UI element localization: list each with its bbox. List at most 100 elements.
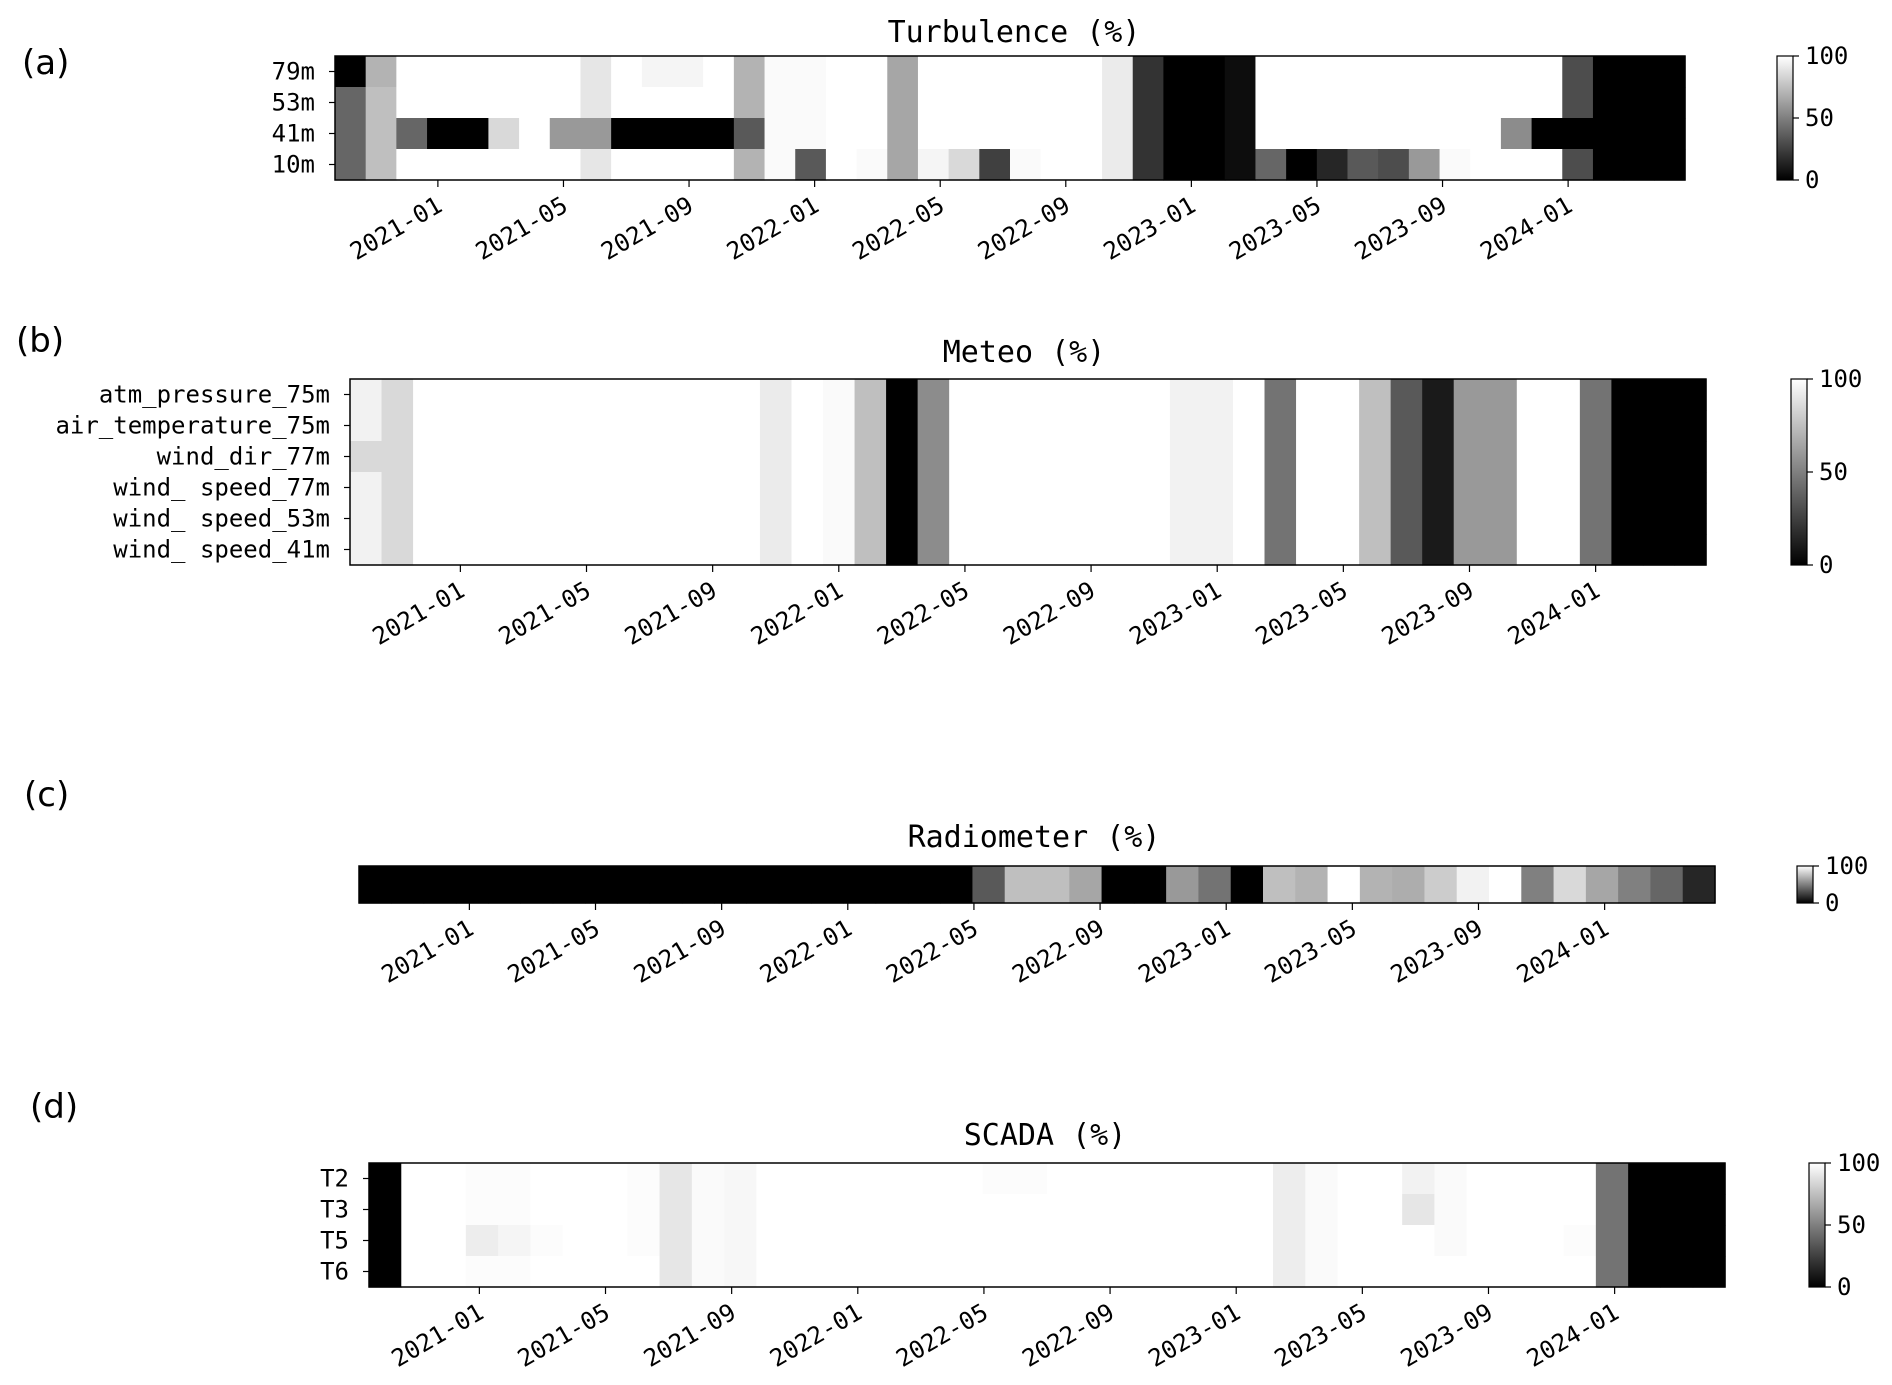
y-tick-label: wind_ speed_77m [113, 474, 330, 502]
heatmap-cell [1201, 441, 1234, 473]
heatmap-cell [746, 866, 780, 904]
heatmap-cell [401, 1194, 435, 1226]
heatmap-cell [940, 866, 974, 904]
x-tick-label: 2021-05 [494, 576, 596, 651]
x-tick-label: 2023-09 [1396, 1298, 1498, 1373]
heatmap-cell [1369, 1225, 1403, 1257]
heatmap-cell [396, 56, 428, 88]
panel-label-a: (a) [22, 43, 69, 83]
heatmap-cell [885, 1225, 919, 1257]
heatmap-cell [1470, 56, 1502, 88]
heatmap-cell [1378, 87, 1410, 119]
heatmap-cell [733, 87, 766, 119]
heatmap-cell [1255, 87, 1287, 119]
heatmap-cell [1642, 379, 1676, 411]
heatmap-cell [433, 1163, 467, 1195]
heatmap-cell [1263, 866, 1296, 904]
heatmap-cell [1628, 1225, 1662, 1257]
heatmap-cell [381, 534, 414, 566]
heatmap-cell [1043, 472, 1076, 504]
heatmap-cell [519, 87, 551, 119]
heatmap-cell [1106, 503, 1139, 535]
heatmap-cell [1500, 118, 1533, 150]
heatmap-cell [982, 1225, 1016, 1257]
heatmap-cell [1047, 1256, 1080, 1288]
heatmap-cell [552, 866, 586, 904]
heatmap-cell [1439, 56, 1471, 88]
heatmap-cell [980, 472, 1013, 504]
y-tick-label: 79m [272, 58, 315, 86]
heatmap-cell [980, 534, 1013, 566]
heatmap-cell [1347, 87, 1379, 119]
heatmap-cell [580, 149, 612, 181]
heatmap-cell [1075, 379, 1108, 411]
heatmap-cell [1102, 149, 1134, 181]
heatmap-cell [917, 118, 950, 150]
heatmap-cell [1623, 149, 1655, 181]
heatmap-cell [1439, 87, 1471, 119]
heatmap-cell [413, 534, 446, 566]
heatmap-cell [821, 1225, 854, 1257]
heatmap-cell [1176, 1194, 1210, 1226]
heatmap-cell [1138, 410, 1171, 442]
heatmap-cell [1198, 866, 1232, 904]
heatmap-cell [1611, 503, 1644, 535]
heatmap-cell [764, 56, 796, 88]
heatmap-cell [1611, 472, 1644, 504]
heatmap-cell [1516, 472, 1549, 504]
heatmap-cell [1453, 534, 1486, 566]
x-tick-label: 2024-01 [1512, 914, 1614, 989]
heatmap-cell [365, 149, 397, 181]
heatmap-panel-turbulence: 79m 53m 41m 10m 2021-01 2021-05 2021-09 2022-01… [272, 42, 1849, 266]
heatmap-cell [1169, 410, 1203, 442]
heatmap-cell [1012, 503, 1045, 535]
heatmap-cell [465, 1225, 499, 1257]
x-tick-label: 2022-05 [848, 191, 950, 266]
heatmap-cell [917, 149, 950, 181]
heatmap-cell [665, 410, 698, 442]
colorbar [1790, 378, 1808, 566]
heatmap-cell [1563, 1225, 1597, 1257]
heatmap-cell [1453, 472, 1486, 504]
heatmap-cell [691, 1163, 725, 1195]
heatmap-cell [549, 87, 582, 119]
heatmap-cell [696, 534, 730, 566]
heatmap-cell [444, 410, 477, 442]
heatmap-cell [1240, 1163, 1274, 1195]
heatmap-cell [1232, 503, 1266, 535]
plot-frame [334, 55, 1686, 181]
heatmap-cell [350, 441, 383, 473]
heatmap-cell [703, 118, 735, 150]
heatmap-cell [756, 1256, 790, 1288]
heatmap-cell [1369, 1256, 1403, 1288]
heatmap-cell [641, 149, 674, 181]
heatmap-cell [1327, 503, 1360, 535]
heatmap-cell [672, 87, 704, 119]
heatmap-cell [1674, 503, 1707, 535]
colorbar [1796, 865, 1814, 904]
heatmap-cell [823, 441, 856, 473]
heatmap-cell [595, 1163, 628, 1195]
heatmap-cell [1562, 87, 1594, 119]
heatmap-cell [1499, 1194, 1532, 1226]
heatmap-cell [979, 87, 1011, 119]
heatmap-cell [733, 149, 766, 181]
heatmap-cell [791, 472, 824, 504]
heatmap-cell [1047, 1225, 1080, 1257]
heatmap-cell [1592, 87, 1625, 119]
x-tick-label: 2021-01 [345, 191, 447, 266]
heatmap-cell [1623, 87, 1655, 119]
heatmap-cell [1595, 1256, 1629, 1288]
heatmap-cell [672, 118, 704, 150]
heatmap-cell [476, 472, 509, 504]
heatmap-cell [1138, 534, 1171, 566]
heatmap-cell [381, 441, 414, 473]
heatmap-cell [823, 410, 856, 442]
x-tick-label: 2022-01 [765, 1298, 867, 1373]
heatmap-cell [756, 1225, 790, 1257]
x-tick-label: 2023-01 [1144, 1298, 1246, 1373]
heatmap-cell [1579, 534, 1612, 566]
heatmap-cell [1563, 1194, 1597, 1226]
heatmap-cell [948, 87, 980, 119]
heatmap-cell [949, 503, 982, 535]
